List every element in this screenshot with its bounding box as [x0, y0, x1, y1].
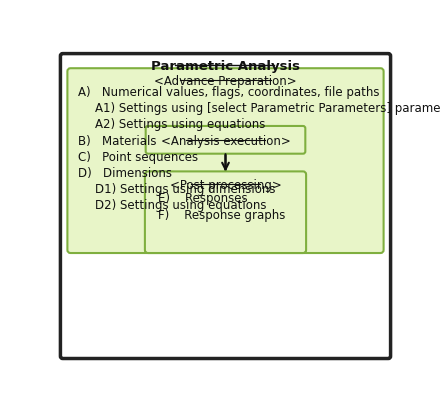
Text: <Analysis execution>: <Analysis execution>	[161, 134, 290, 147]
Text: E)    Responses: E) Responses	[158, 191, 248, 204]
Text: Parametric Analysis: Parametric Analysis	[151, 60, 300, 73]
Text: C)   Point sequences: C) Point sequences	[78, 151, 198, 164]
Text: D1) Settings using dimensions: D1) Settings using dimensions	[95, 183, 276, 196]
FancyBboxPatch shape	[145, 172, 306, 254]
Text: D2) Settings using equations: D2) Settings using equations	[95, 199, 267, 212]
FancyBboxPatch shape	[146, 127, 305, 154]
Text: F)    Response graphs: F) Response graphs	[158, 208, 286, 221]
Text: D)   Dimensions: D) Dimensions	[78, 166, 172, 180]
Text: <Post processing>: <Post processing>	[170, 179, 281, 192]
FancyBboxPatch shape	[60, 54, 391, 359]
Text: <Advance Preparation>: <Advance Preparation>	[154, 75, 297, 88]
Text: A1) Settings using [select Parametric Parameters] parameters: A1) Settings using [select Parametric Pa…	[95, 102, 440, 115]
Text: B)   Materials: B) Materials	[78, 134, 157, 147]
Text: A)   Numerical values, flags, coordinates, file paths: A) Numerical values, flags, coordinates,…	[78, 86, 380, 99]
Text: A2) Settings using equations: A2) Settings using equations	[95, 118, 266, 131]
FancyBboxPatch shape	[67, 69, 384, 254]
